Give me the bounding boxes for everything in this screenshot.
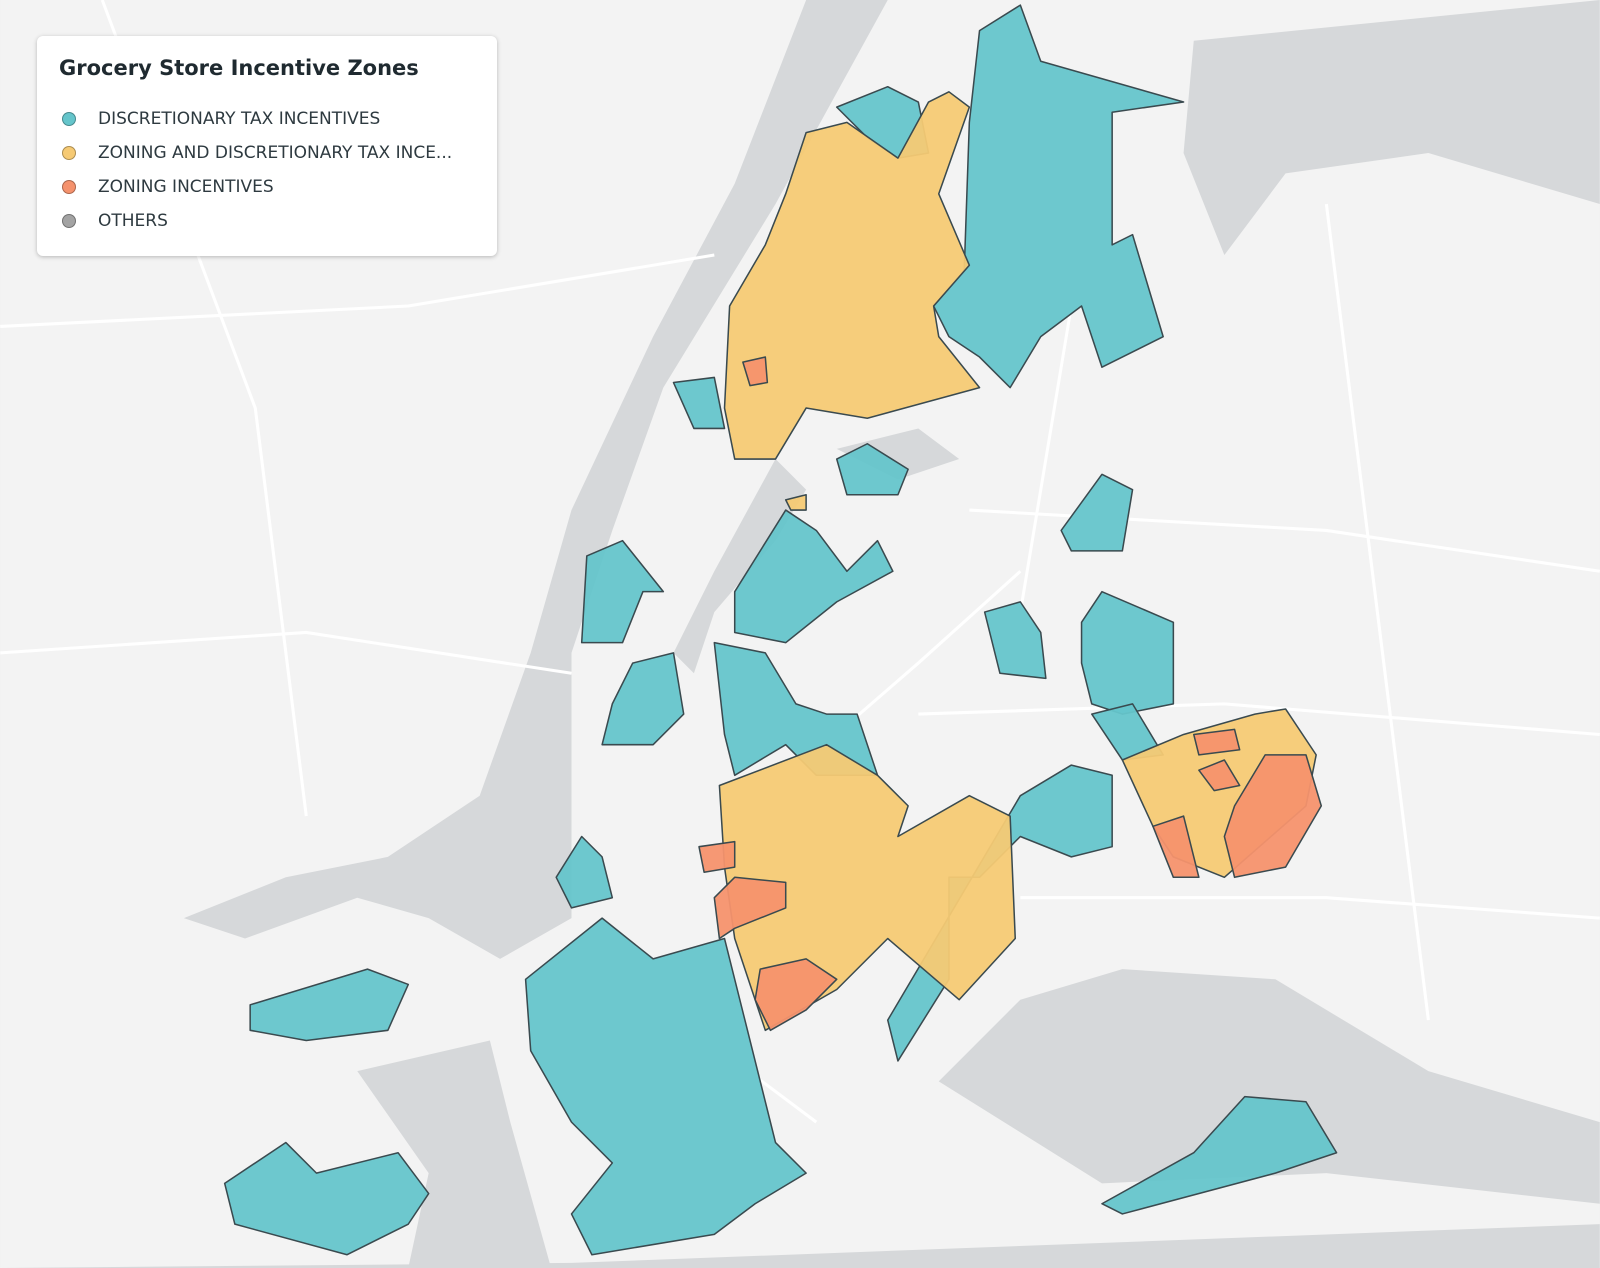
- zone: [718, 743, 1017, 1032]
- legend-label: ZONING INCENTIVES: [98, 177, 274, 197]
- legend: Grocery Store Incentive Zones DISCRETION…: [37, 36, 497, 256]
- legend-swatch: [62, 214, 76, 228]
- legend-item[interactable]: OTHERS: [62, 211, 168, 231]
- zone: [1192, 728, 1241, 756]
- zone: [1060, 473, 1134, 552]
- zone: [723, 91, 981, 460]
- zone: [835, 442, 909, 496]
- zone: [223, 1141, 430, 1256]
- legend-label: ZONING AND DISCRETIONARY TAX INCE...: [98, 143, 453, 163]
- zone: [754, 958, 838, 1032]
- legend-item[interactable]: ZONING INCENTIVES: [62, 177, 274, 197]
- zones: [223, 4, 1338, 1256]
- zone: [249, 968, 410, 1042]
- legend-item[interactable]: ZONING AND DISCRETIONARY TAX INCE...: [62, 143, 452, 163]
- zone: [983, 601, 1047, 680]
- zone: [1198, 759, 1241, 792]
- zone: [1152, 815, 1200, 879]
- zone: [713, 876, 787, 940]
- zone: [733, 509, 894, 644]
- zone: [698, 840, 736, 873]
- zone: [1223, 754, 1323, 879]
- zone: [524, 917, 807, 1256]
- zone: [601, 652, 685, 746]
- legend-swatch: [62, 112, 76, 126]
- zone: [742, 356, 769, 387]
- zone: [784, 493, 807, 511]
- legend-swatch: [62, 146, 76, 160]
- zone: [555, 835, 614, 909]
- zone: [580, 539, 665, 644]
- legend-title: Grocery Store Incentive Zones: [59, 56, 419, 80]
- zone: [1080, 590, 1175, 715]
- zone: [672, 376, 726, 430]
- legend-label: OTHERS: [98, 211, 168, 231]
- legend-item[interactable]: DISCRETIONARY TAX INCENTIVES: [62, 109, 380, 129]
- zone: [1101, 1095, 1338, 1215]
- legend-swatch: [62, 180, 76, 194]
- legend-label: DISCRETIONARY TAX INCENTIVES: [98, 109, 381, 129]
